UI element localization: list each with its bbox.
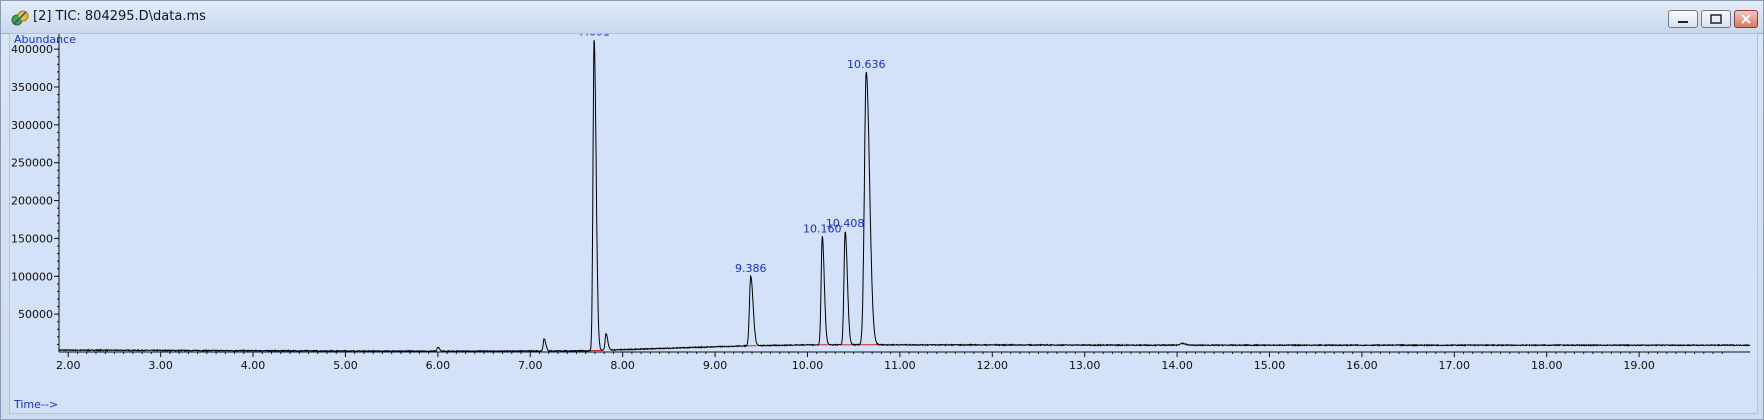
minimize-button[interactable] bbox=[1668, 10, 1698, 28]
y-tick-label: 350000 bbox=[11, 81, 53, 94]
peak-label: 9.386 bbox=[735, 262, 767, 275]
x-tick-label: 8.00 bbox=[610, 359, 635, 372]
y-axis-title: Abundance bbox=[14, 34, 76, 46]
tic-trace bbox=[58, 40, 1751, 354]
y-tick-label: 100000 bbox=[11, 270, 53, 283]
x-tick-label: 14.00 bbox=[1161, 359, 1193, 372]
x-tick-label: 13.00 bbox=[1069, 359, 1101, 372]
x-tick-label: 4.00 bbox=[241, 359, 266, 372]
title-bar[interactable]: [2] TIC: 804295.D\data.ms bbox=[1, 1, 1763, 34]
peak-label: 10.636 bbox=[847, 58, 886, 71]
close-icon bbox=[1741, 14, 1751, 24]
y-tick-label: 50000 bbox=[18, 308, 53, 321]
x-tick-label: 6.00 bbox=[426, 359, 451, 372]
x-axis-title: Time--> bbox=[13, 398, 58, 411]
x-tick-label: 9.00 bbox=[703, 359, 728, 372]
close-button[interactable] bbox=[1734, 10, 1758, 28]
x-axis-ticks: 2.00 3.00 4.00 5.00 6.00 7.00 8.00 9.00 10.00 11.… bbox=[56, 352, 1723, 372]
x-tick-label: 15.00 bbox=[1254, 359, 1286, 372]
x-tick-label: 11.00 bbox=[884, 359, 916, 372]
y-tick-label: 250000 bbox=[11, 157, 53, 170]
y-tick-label: 300000 bbox=[11, 119, 53, 132]
x-tick-label: 3.00 bbox=[148, 359, 173, 372]
peak-label: 7.691 bbox=[578, 34, 610, 38]
y-tick-label: 150000 bbox=[11, 232, 53, 245]
chemstation-app-icon bbox=[11, 10, 29, 26]
peak-label: 10.408 bbox=[826, 217, 865, 230]
axes-group bbox=[58, 34, 1750, 353]
x-tick-label: 5.00 bbox=[333, 359, 358, 372]
restore-icon bbox=[1710, 14, 1722, 24]
x-tick-label: 17.00 bbox=[1439, 359, 1471, 372]
peak-label: 10.160 bbox=[803, 223, 842, 236]
plot-area[interactable]: Abundance Time--> 2.00 3.00 4.00 5.00 6.00 7.… bbox=[9, 33, 1758, 414]
x-tick-label: 18.00 bbox=[1531, 359, 1563, 372]
x-tick-label: 19.00 bbox=[1623, 359, 1655, 372]
x-tick-label: 10.00 bbox=[792, 359, 824, 372]
window-title: [2] TIC: 804295.D\data.ms bbox=[33, 9, 206, 24]
x-tick-label: 16.00 bbox=[1346, 359, 1378, 372]
x-tick-label: 7.00 bbox=[518, 359, 543, 372]
minimize-icon bbox=[1678, 21, 1688, 23]
y-tick-label: 200000 bbox=[11, 195, 53, 208]
chromatogram-chart: Abundance Time--> 2.00 3.00 4.00 5.00 6.00 7.… bbox=[11, 34, 1751, 411]
y-tick-label: 400000 bbox=[11, 43, 53, 56]
x-tick-label: 12.00 bbox=[977, 359, 1009, 372]
maximize-button[interactable] bbox=[1701, 10, 1731, 28]
x-tick-label: 2.00 bbox=[56, 359, 81, 372]
y-axis-ticks: 50000 100000 150000 200000 250000 300000 35000… bbox=[11, 41, 59, 345]
